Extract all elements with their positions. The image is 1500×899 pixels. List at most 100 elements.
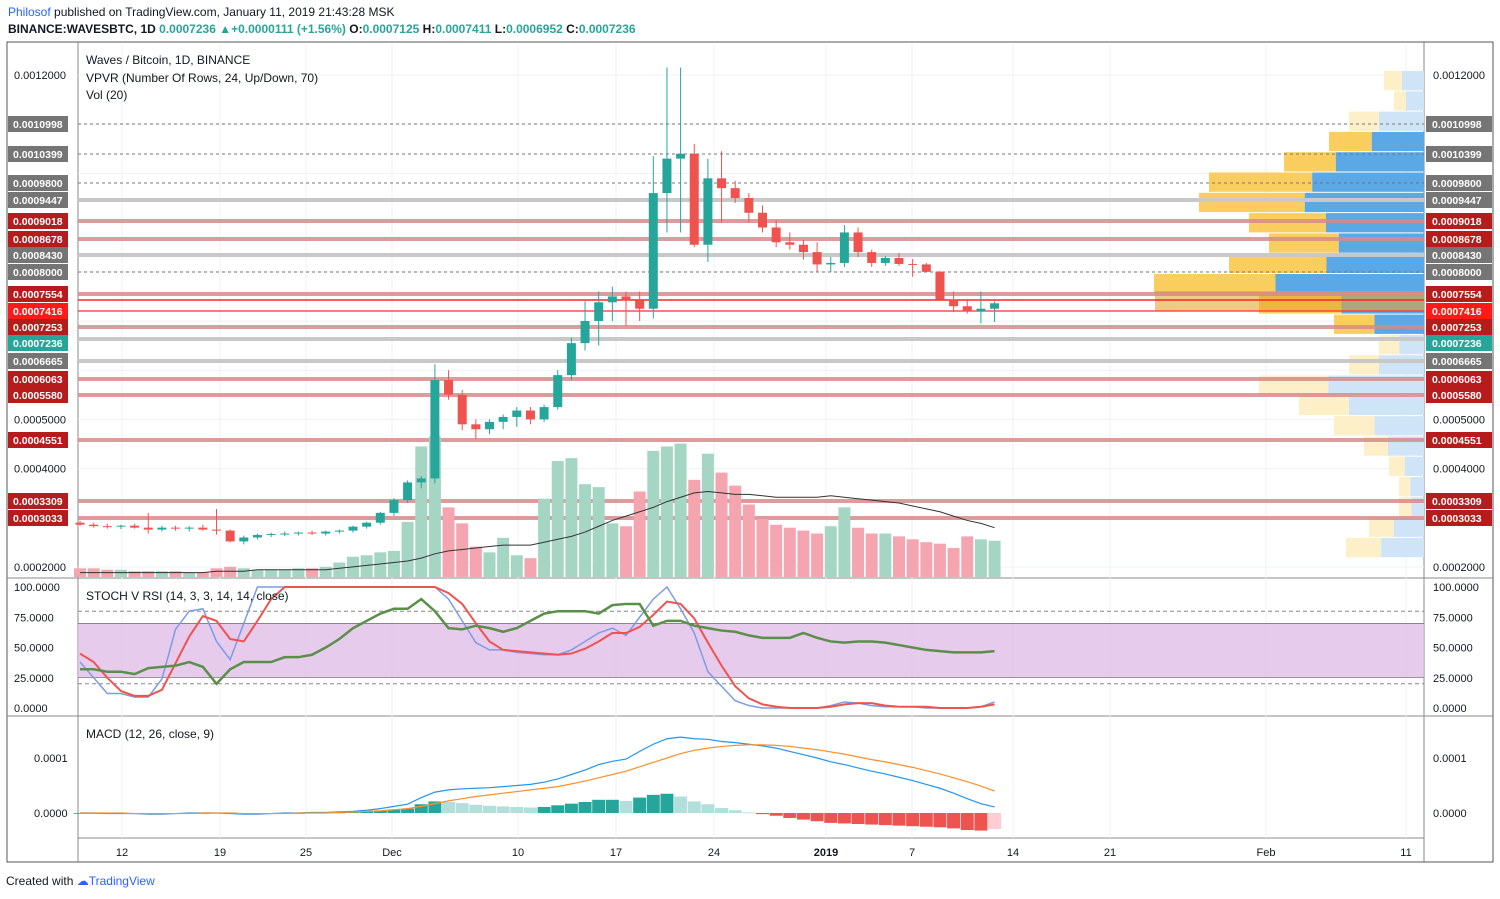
candle-body xyxy=(389,500,399,513)
open-value: 0.0007125 xyxy=(362,22,420,36)
level-label-left xyxy=(8,510,68,526)
volume-bars xyxy=(74,436,1001,577)
x-tick-label: Feb xyxy=(1257,847,1276,859)
stoch-rsi-pane xyxy=(78,585,1424,709)
volume-bar xyxy=(592,487,605,577)
macd-legend[interactable]: MACD (12, 26, close, 9) xyxy=(86,727,215,741)
tradingview-logo-icon: ☁ xyxy=(76,874,89,888)
candle-body xyxy=(676,153,686,159)
volume-bar xyxy=(333,562,346,577)
volume-bar xyxy=(415,446,428,577)
x-tick-label: 11 xyxy=(1400,847,1411,859)
x-tick-label: 7 xyxy=(909,847,915,859)
candle-body xyxy=(116,525,126,527)
vpvr-row-down xyxy=(1229,253,1327,273)
volume-bar xyxy=(824,526,837,577)
level-label-right-text: 0.0010399 xyxy=(1432,149,1482,161)
level-label-right xyxy=(1426,319,1492,335)
price-change: +0.0000111 (+1.56%) xyxy=(231,22,346,36)
vpvr-row-up xyxy=(1406,91,1424,111)
volume-bar xyxy=(155,571,168,577)
candle-body xyxy=(444,380,454,395)
candle-body xyxy=(403,482,413,501)
level-label-right xyxy=(1426,175,1492,191)
level-label-right xyxy=(1426,213,1492,229)
vpvr-row-up xyxy=(1410,477,1424,497)
volume-bar xyxy=(183,572,196,577)
volume-bar xyxy=(988,540,1001,577)
level-label-right-text: 0.0007253 xyxy=(1432,322,1482,334)
volume-bar xyxy=(961,536,974,577)
author-link[interactable]: Philosof xyxy=(8,5,51,19)
macd-histogram-bar xyxy=(469,804,483,813)
level-label-right-text: 0.0008678 xyxy=(1432,234,1482,246)
candle-body xyxy=(730,188,740,198)
vpvr-legend[interactable]: VPVR (Number Of Rows, 24, Up/Down, 70) xyxy=(86,71,319,85)
candle-body xyxy=(976,308,986,312)
level-label-right-text: 0.0010998 xyxy=(1432,119,1482,131)
vpvr-row-down xyxy=(1334,314,1375,334)
level-label-right-text: 0.0005580 xyxy=(1432,390,1482,402)
tradingview-link[interactable]: TradingView xyxy=(88,874,155,888)
candle-body xyxy=(826,262,836,265)
candle-body xyxy=(252,535,262,538)
candle-body xyxy=(935,271,945,300)
level-label-left-text: 0.0003309 xyxy=(13,496,63,508)
macd-histogram-bar xyxy=(510,806,524,813)
stoch-legend[interactable]: STOCH V RSI (14, 3, 3, 14, 14, close) xyxy=(86,589,289,603)
candle-body xyxy=(266,534,276,536)
volume-bar xyxy=(456,523,469,577)
x-tick-label: 21 xyxy=(1104,847,1116,859)
volume-bar xyxy=(920,542,933,577)
level-label-left-text: 0.0008430 xyxy=(13,250,63,262)
volume-bar xyxy=(306,568,319,577)
candle-body xyxy=(717,178,727,189)
candle-body xyxy=(621,296,631,301)
vpvr-row-down xyxy=(1384,71,1402,91)
macd-histogram-bar xyxy=(851,813,865,824)
candle-body xyxy=(212,529,221,531)
y-tick-label-left: 0.0012000 xyxy=(14,70,66,82)
level-label-left-text: 0.0009447 xyxy=(13,195,63,207)
candle-body xyxy=(198,527,208,530)
vpvr-row-down xyxy=(1389,456,1405,476)
level-label-right xyxy=(1426,303,1492,319)
volume-bar xyxy=(251,569,264,577)
vpvr-row-up xyxy=(1374,314,1424,334)
level-label-left xyxy=(8,264,68,280)
macd-histogram-bar xyxy=(892,813,906,826)
volume-bar xyxy=(715,472,728,577)
candle-body xyxy=(171,527,181,529)
volume-bar xyxy=(101,569,114,577)
candle-body xyxy=(485,421,494,430)
level-label-left-text: 0.0005580 xyxy=(13,390,63,402)
candle-body xyxy=(225,530,235,542)
candle-body xyxy=(457,394,467,425)
candle-body xyxy=(416,478,426,483)
level-label-left-text: 0.0009800 xyxy=(13,178,63,190)
vpvr-row-up xyxy=(1379,355,1424,375)
macd-histogram-bar xyxy=(646,794,660,813)
vpvr-row-up xyxy=(1275,274,1424,294)
vol-legend[interactable]: Vol (20) xyxy=(86,88,128,102)
macd-histogram-bar xyxy=(387,809,401,813)
volume-bar xyxy=(893,536,905,577)
volume-bar xyxy=(811,533,824,577)
volume-bar xyxy=(852,527,865,577)
vpvr-row-up xyxy=(1304,192,1424,213)
level-label-right xyxy=(1426,493,1492,509)
level-label-left xyxy=(8,192,68,208)
level-label-right-text: 0.0009447 xyxy=(1432,195,1482,207)
volume-bar xyxy=(688,479,701,577)
vpvr-row-down xyxy=(1284,152,1336,172)
candle-body xyxy=(962,306,972,312)
candle-body xyxy=(880,258,890,263)
y-tick-label-left: 0.0005000 xyxy=(14,414,66,426)
macd-pane xyxy=(73,736,1002,831)
volume-bar xyxy=(838,507,851,577)
candle-body xyxy=(321,531,331,534)
level-label-right xyxy=(1426,286,1492,302)
candle-body xyxy=(648,193,658,309)
volume-bar xyxy=(319,566,332,577)
y-tick-label-right: 0.0012000 xyxy=(1433,70,1485,82)
